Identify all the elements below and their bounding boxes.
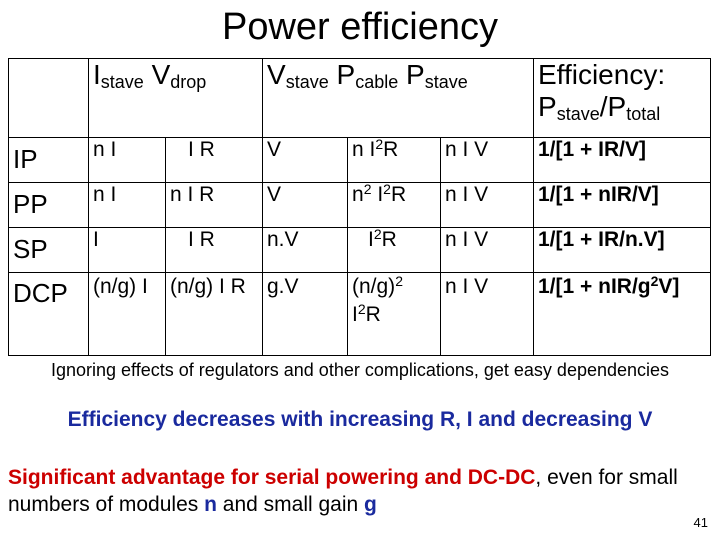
efficiency-decrease-text: Efficiency decreases with increasing R, … <box>67 408 653 431</box>
cell-pstave: n I V <box>440 272 534 356</box>
cell-vdrop: (n/g) I R <box>165 272 263 356</box>
cell-vstave: V <box>262 137 348 183</box>
cell-vstave: n.V <box>262 227 348 273</box>
cell-vdrop: n I R <box>165 182 263 228</box>
cell-pstave: n I V <box>440 182 534 228</box>
cell-vstave: V <box>262 182 348 228</box>
advantage-highlight: Significant advantage for serial powerin… <box>8 466 536 489</box>
variable-n: n <box>204 493 217 516</box>
cell-vdrop: I R <box>165 227 263 273</box>
table-row-dcp: DCP (n/g) I (n/g) I R g.V (n/g)2 I2R n I … <box>8 272 711 356</box>
cell-efficiency: 1/[1 + nIR/g2V] <box>533 272 711 356</box>
variable-g: g <box>364 493 377 516</box>
row-label: DCP <box>8 272 89 356</box>
cell-istave: n I <box>88 182 166 228</box>
header-row: Istave Vdrop Vstave Pcable Pstave Effici… <box>8 58 711 138</box>
cell-istave: n I <box>88 137 166 183</box>
header-efficiency: Efficiency: Pstave/Ptotal <box>533 58 711 138</box>
cell-istave: (n/g) I <box>88 272 166 356</box>
cell-efficiency: 1/[1 + IR/V] <box>533 137 711 183</box>
header-vstave-pcable-pstave: Vstave Pcable Pstave <box>262 58 534 138</box>
slide-title: Power efficiency <box>222 6 498 48</box>
row-label: SP <box>8 227 89 273</box>
table-row-ip: IP n I I R V n I2R n I V 1/[1 + IR/V] <box>8 137 711 183</box>
advantage-text: Significant advantage for serial powerin… <box>8 466 678 516</box>
cell-vstave: g.V <box>262 272 348 356</box>
cell-pstave: n I V <box>440 227 534 273</box>
cell-istave: I <box>88 227 166 273</box>
note-text: Ignoring effects of regulators and other… <box>50 360 670 380</box>
cell-vdrop: I R <box>165 137 263 183</box>
header-istave-vdrop: Istave Vdrop <box>88 58 263 138</box>
table-row-pp: PP n I n I R V n2 I2R n I V 1/[1 + nIR/V… <box>8 182 711 228</box>
row-label: PP <box>8 182 89 228</box>
row-label: IP <box>8 137 89 183</box>
cell-pcable: I2R <box>347 227 441 273</box>
efficiency-table: Istave Vdrop Vstave Pcable Pstave Effici… <box>8 58 711 356</box>
header-empty <box>8 58 89 138</box>
cell-efficiency: 1/[1 + nIR/V] <box>533 182 711 228</box>
cell-pcable: n2 I2R <box>347 182 441 228</box>
table-row-sp: SP I I R n.V I2R n I V 1/[1 + IR/n.V] <box>8 227 711 273</box>
cell-pcable: n I2R <box>347 137 441 183</box>
page-number: 41 <box>693 515 708 530</box>
cell-efficiency: 1/[1 + IR/n.V] <box>533 227 711 273</box>
cell-pcable: (n/g)2 I2R <box>347 272 441 356</box>
cell-pstave: n I V <box>440 137 534 183</box>
